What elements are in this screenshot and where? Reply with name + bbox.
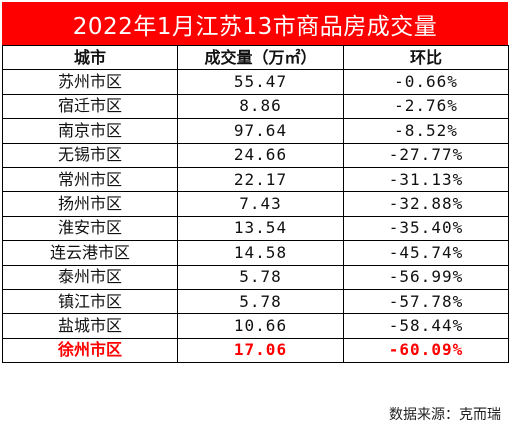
city-cell: 常州市区 <box>2 166 178 193</box>
city-cell: 徐州市区 <box>2 337 178 364</box>
mom-cell: -27.77% <box>343 142 509 168</box>
mom-cell: -57.78% <box>343 288 509 315</box>
table-row: 宿迁市区 8.86 -2.76% <box>2 93 509 120</box>
city-cell: 镇江市区 <box>2 288 178 315</box>
volume-cell: 24.66 <box>177 142 344 168</box>
mom-cell: -58.44% <box>343 313 509 339</box>
table-row: 苏州市区 55.47 -0.66% <box>2 69 509 95</box>
volume-cell: 22.17 <box>177 166 344 193</box>
city-cell: 连云港市区 <box>2 240 178 266</box>
volume-cell: 10.66 <box>177 313 344 339</box>
city-cell: 盐城市区 <box>2 313 178 339</box>
mom-cell: -35.40% <box>343 215 509 242</box>
table-title: 2022年1月江苏13市商品房成交量 <box>2 2 508 45</box>
table-row: 连云港市区 14.58 -45.74% <box>2 240 509 266</box>
highlighted-table-row: 徐州市区 17.06 -60.09% <box>2 337 509 364</box>
table-row: 常州市区 22.17 -31.13% <box>2 166 509 193</box>
volume-cell: 5.78 <box>177 264 344 290</box>
city-cell: 苏州市区 <box>2 69 178 95</box>
mom-cell: -0.66% <box>343 69 509 95</box>
volume-cell: 55.47 <box>177 69 344 95</box>
table-row: 南京市区 97.64 -8.52% <box>2 118 509 144</box>
mom-cell: -45.74% <box>343 240 509 266</box>
city-cell: 无锡市区 <box>2 142 178 168</box>
city-cell: 扬州市区 <box>2 191 178 217</box>
mom-cell: -60.09% <box>343 337 509 364</box>
data-source-note: 数据来源：克而瑞 <box>389 407 501 423</box>
table-row: 泰州市区 5.78 -56.99% <box>2 264 509 290</box>
volume-cell: 7.43 <box>177 191 344 217</box>
mom-cell: -2.76% <box>343 93 509 120</box>
city-cell: 泰州市区 <box>2 264 178 290</box>
table-row: 盐城市区 10.66 -58.44% <box>2 313 509 339</box>
header-volume: 成交量（万㎡） <box>177 44 344 71</box>
volume-cell: 8.86 <box>177 93 344 120</box>
header-mom: 环比 <box>343 44 509 71</box>
volume-cell: 13.54 <box>177 215 344 242</box>
city-cell: 淮安市区 <box>2 215 178 242</box>
table-row: 扬州市区 7.43 -32.88% <box>2 191 509 217</box>
volume-cell: 5.78 <box>177 288 344 315</box>
city-cell: 南京市区 <box>2 118 178 144</box>
header-row: 城市 成交量（万㎡） 环比 <box>2 44 509 71</box>
city-cell: 宿迁市区 <box>2 93 178 120</box>
volume-cell: 97.64 <box>177 118 344 144</box>
mom-cell: -56.99% <box>343 264 509 290</box>
mom-cell: -31.13% <box>343 166 509 193</box>
mom-cell: -8.52% <box>343 118 509 144</box>
volume-cell: 14.58 <box>177 240 344 266</box>
mom-cell: -32.88% <box>343 191 509 217</box>
table-row: 淮安市区 13.54 -35.40% <box>2 215 509 242</box>
report-table-container: 2022年1月江苏13市商品房成交量 城市 成交量（万㎡） 环比 苏州市区 55… <box>2 2 509 364</box>
table-row: 镇江市区 5.78 -57.78% <box>2 288 509 315</box>
data-table: 城市 成交量（万㎡） 环比 苏州市区 55.47 -0.66% 宿迁市区 8.8… <box>2 44 509 364</box>
table-row: 无锡市区 24.66 -27.77% <box>2 142 509 168</box>
volume-cell: 17.06 <box>177 337 344 364</box>
header-city: 城市 <box>2 44 178 71</box>
